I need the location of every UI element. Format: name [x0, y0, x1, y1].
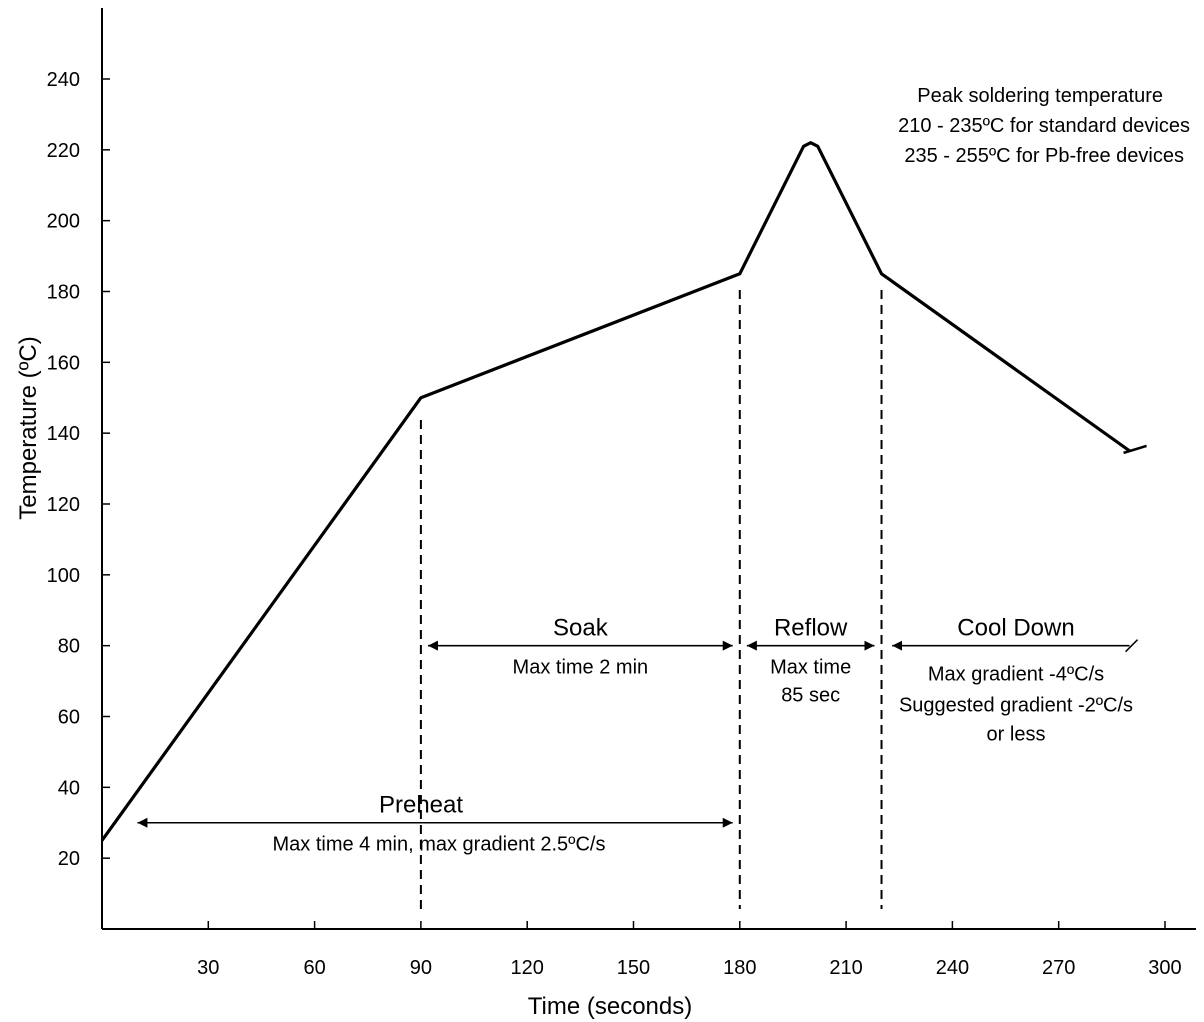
peak-annotation-line-1: Peak soldering temperature [917, 85, 1163, 107]
y-axis-ticks: 20 40 60 80 100 120 140 160 180 200 220 240 [47, 69, 110, 870]
y-tick-label: 20 [58, 848, 80, 870]
axes [101, 8, 1196, 930]
temperature-profile-line [100, 141, 1131, 842]
y-tick-label: 240 [47, 69, 80, 91]
preheat-label: Preheat [379, 792, 463, 819]
reflow-note-line-2: 85 sec [781, 685, 840, 707]
series [100, 141, 1147, 842]
cool-down-note-line-1: Max gradient -4ºC/s [928, 664, 1104, 686]
x-tick-label: 240 [936, 957, 969, 979]
reflow-note-line-1: Max time [770, 657, 851, 679]
y-tick-label: 140 [47, 423, 80, 445]
cool-down-note-line-2: Suggested gradient -2ºC/s [899, 695, 1133, 717]
y-tick-label: 100 [47, 565, 80, 587]
x-tick-label: 270 [1042, 957, 1075, 979]
cool-down-label: Cool Down [957, 615, 1074, 642]
x-tick-label: 300 [1148, 957, 1181, 979]
cool-down-note-line-3: or less [987, 724, 1046, 746]
y-tick-label: 220 [47, 140, 80, 162]
x-axis-ticks: 30 60 90 120 150 180 210 240 270 300 [197, 921, 1182, 979]
y-tick-label: 120 [47, 494, 80, 516]
preheat-note: Max time 4 min, max gradient 2.5ºC/s [273, 834, 606, 856]
x-axis-label: Time (seconds) [528, 993, 692, 1020]
peak-annotation-line-2: 210 - 235ºC for standard devices [898, 115, 1190, 137]
soak-label: Soak [553, 615, 609, 642]
x-tick-label: 120 [511, 957, 544, 979]
peak-annotation-line-3: 235 - 255ºC for Pb-free devices [904, 145, 1184, 167]
reflow-label: Reflow [774, 615, 848, 642]
x-tick-label: 180 [723, 957, 756, 979]
phase-boundaries [419, 290, 883, 909]
y-tick-label: 60 [58, 706, 80, 728]
y-tick-label: 80 [58, 636, 80, 658]
y-tick-label: 200 [47, 211, 80, 233]
x-tick-label: 150 [617, 957, 650, 979]
y-tick-label: 180 [47, 281, 80, 303]
soak-note: Max time 2 min [513, 657, 649, 679]
curve-continuation-mark [1123, 444, 1147, 455]
x-tick-label: 210 [829, 957, 862, 979]
y-tick-label: 40 [58, 777, 80, 799]
x-tick-label: 30 [197, 957, 219, 979]
cool-down-arrow-end-slash [1125, 639, 1139, 653]
y-axis-label: Temperature (ºC) [15, 336, 42, 519]
y-tick-label: 160 [47, 352, 80, 374]
annotations: Soak Max time 2 min Reflow Max time 85 s… [137, 85, 1190, 856]
x-tick-label: 90 [410, 957, 432, 979]
x-tick-label: 60 [303, 957, 325, 979]
